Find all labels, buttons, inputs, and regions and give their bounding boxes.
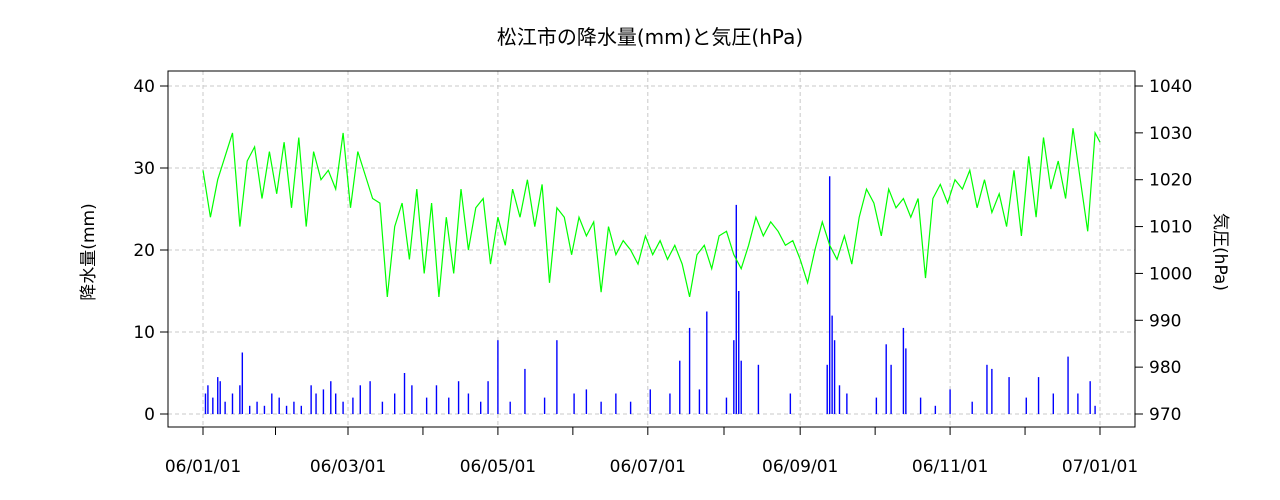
y-right-tick-label: 990 (1149, 311, 1181, 331)
x-tick-label: 06/05/01 (460, 457, 536, 477)
y-right-tick-label: 1000 (1149, 264, 1192, 284)
plot-frame (167, 70, 1136, 428)
y-right-tick-label: 1040 (1149, 77, 1192, 97)
x-tick-label: 06/07/01 (610, 457, 686, 477)
y-right-tick-label: 1010 (1149, 218, 1192, 238)
right-axis-title: 気圧(hPa) (1210, 213, 1230, 291)
x-tick-label: 06/09/01 (762, 457, 838, 477)
x-tick-label: 06/01/01 (165, 457, 241, 477)
y-right-tick-label: 1020 (1149, 171, 1192, 191)
pressure-series (202, 128, 1101, 298)
left-axis-title: 降水量(mm) (79, 203, 99, 300)
y-left-tick-label: 40 (133, 77, 155, 97)
y-right-tick-label: 970 (1149, 405, 1181, 425)
x-tick-label: 07/01/01 (1062, 457, 1138, 477)
precipitation-series (204, 176, 1096, 414)
pressure-line (202, 128, 1101, 298)
chart-title: 松江市の降水量(mm)と気圧(hPa) (497, 25, 803, 49)
x-tick-label: 06/03/01 (310, 457, 386, 477)
x-tick-label: 06/11/01 (912, 457, 988, 477)
y-left-tick-label: 30 (133, 159, 155, 179)
y-left-tick-label: 0 (144, 405, 155, 425)
axes: 06/01/01 06/03/01 06/05/01 06/07/01 06/09/01… (133, 77, 1192, 477)
y-left-tick-label: 20 (133, 241, 155, 261)
grid (168, 71, 1135, 427)
y-right-tick-label: 980 (1149, 358, 1181, 378)
y-right-tick-label: 1030 (1149, 124, 1192, 144)
y-left-tick-label: 10 (133, 323, 155, 343)
